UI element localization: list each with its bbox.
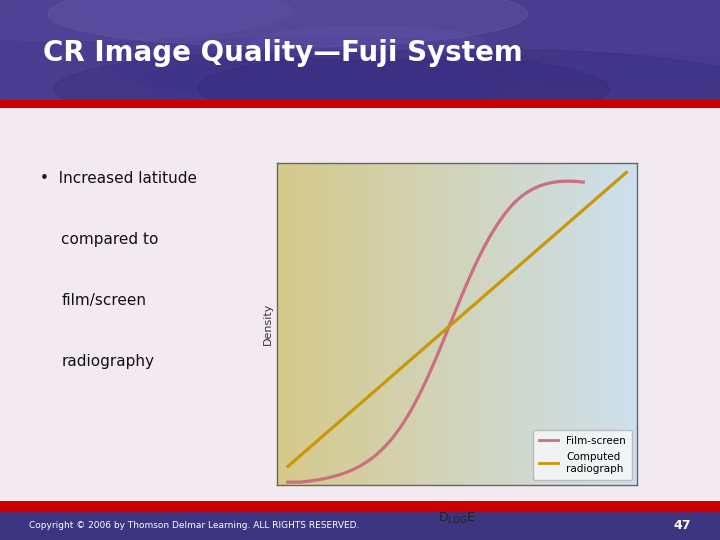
Circle shape [0,0,292,41]
Circle shape [54,50,609,127]
Circle shape [138,56,519,109]
Text: Copyright © 2006 by Thomson Delmar Learning. ALL RIGHTS RESERVED.: Copyright © 2006 by Thomson Delmar Learn… [29,521,359,530]
Text: 47: 47 [674,519,691,532]
Text: radiography: radiography [61,354,154,369]
Text: $\mathregular{D_{LOG}E}$: $\mathregular{D_{LOG}E}$ [438,511,476,526]
Bar [0,501,720,511]
Circle shape [103,36,539,97]
Circle shape [252,26,485,59]
Text: compared to: compared to [61,232,158,247]
Y-axis label: Density: Density [263,303,273,346]
Circle shape [508,54,720,89]
Circle shape [48,0,528,47]
Text: CR Image Quality—Fuji System: CR Image Quality—Fuji System [43,39,523,67]
Circle shape [197,49,720,127]
Text: film/screen: film/screen [61,293,146,308]
Legend: Film-screen, Computed
radiograph: Film-screen, Computed radiograph [533,430,632,480]
Text: •  Increased latitude: • Increased latitude [40,171,197,186]
